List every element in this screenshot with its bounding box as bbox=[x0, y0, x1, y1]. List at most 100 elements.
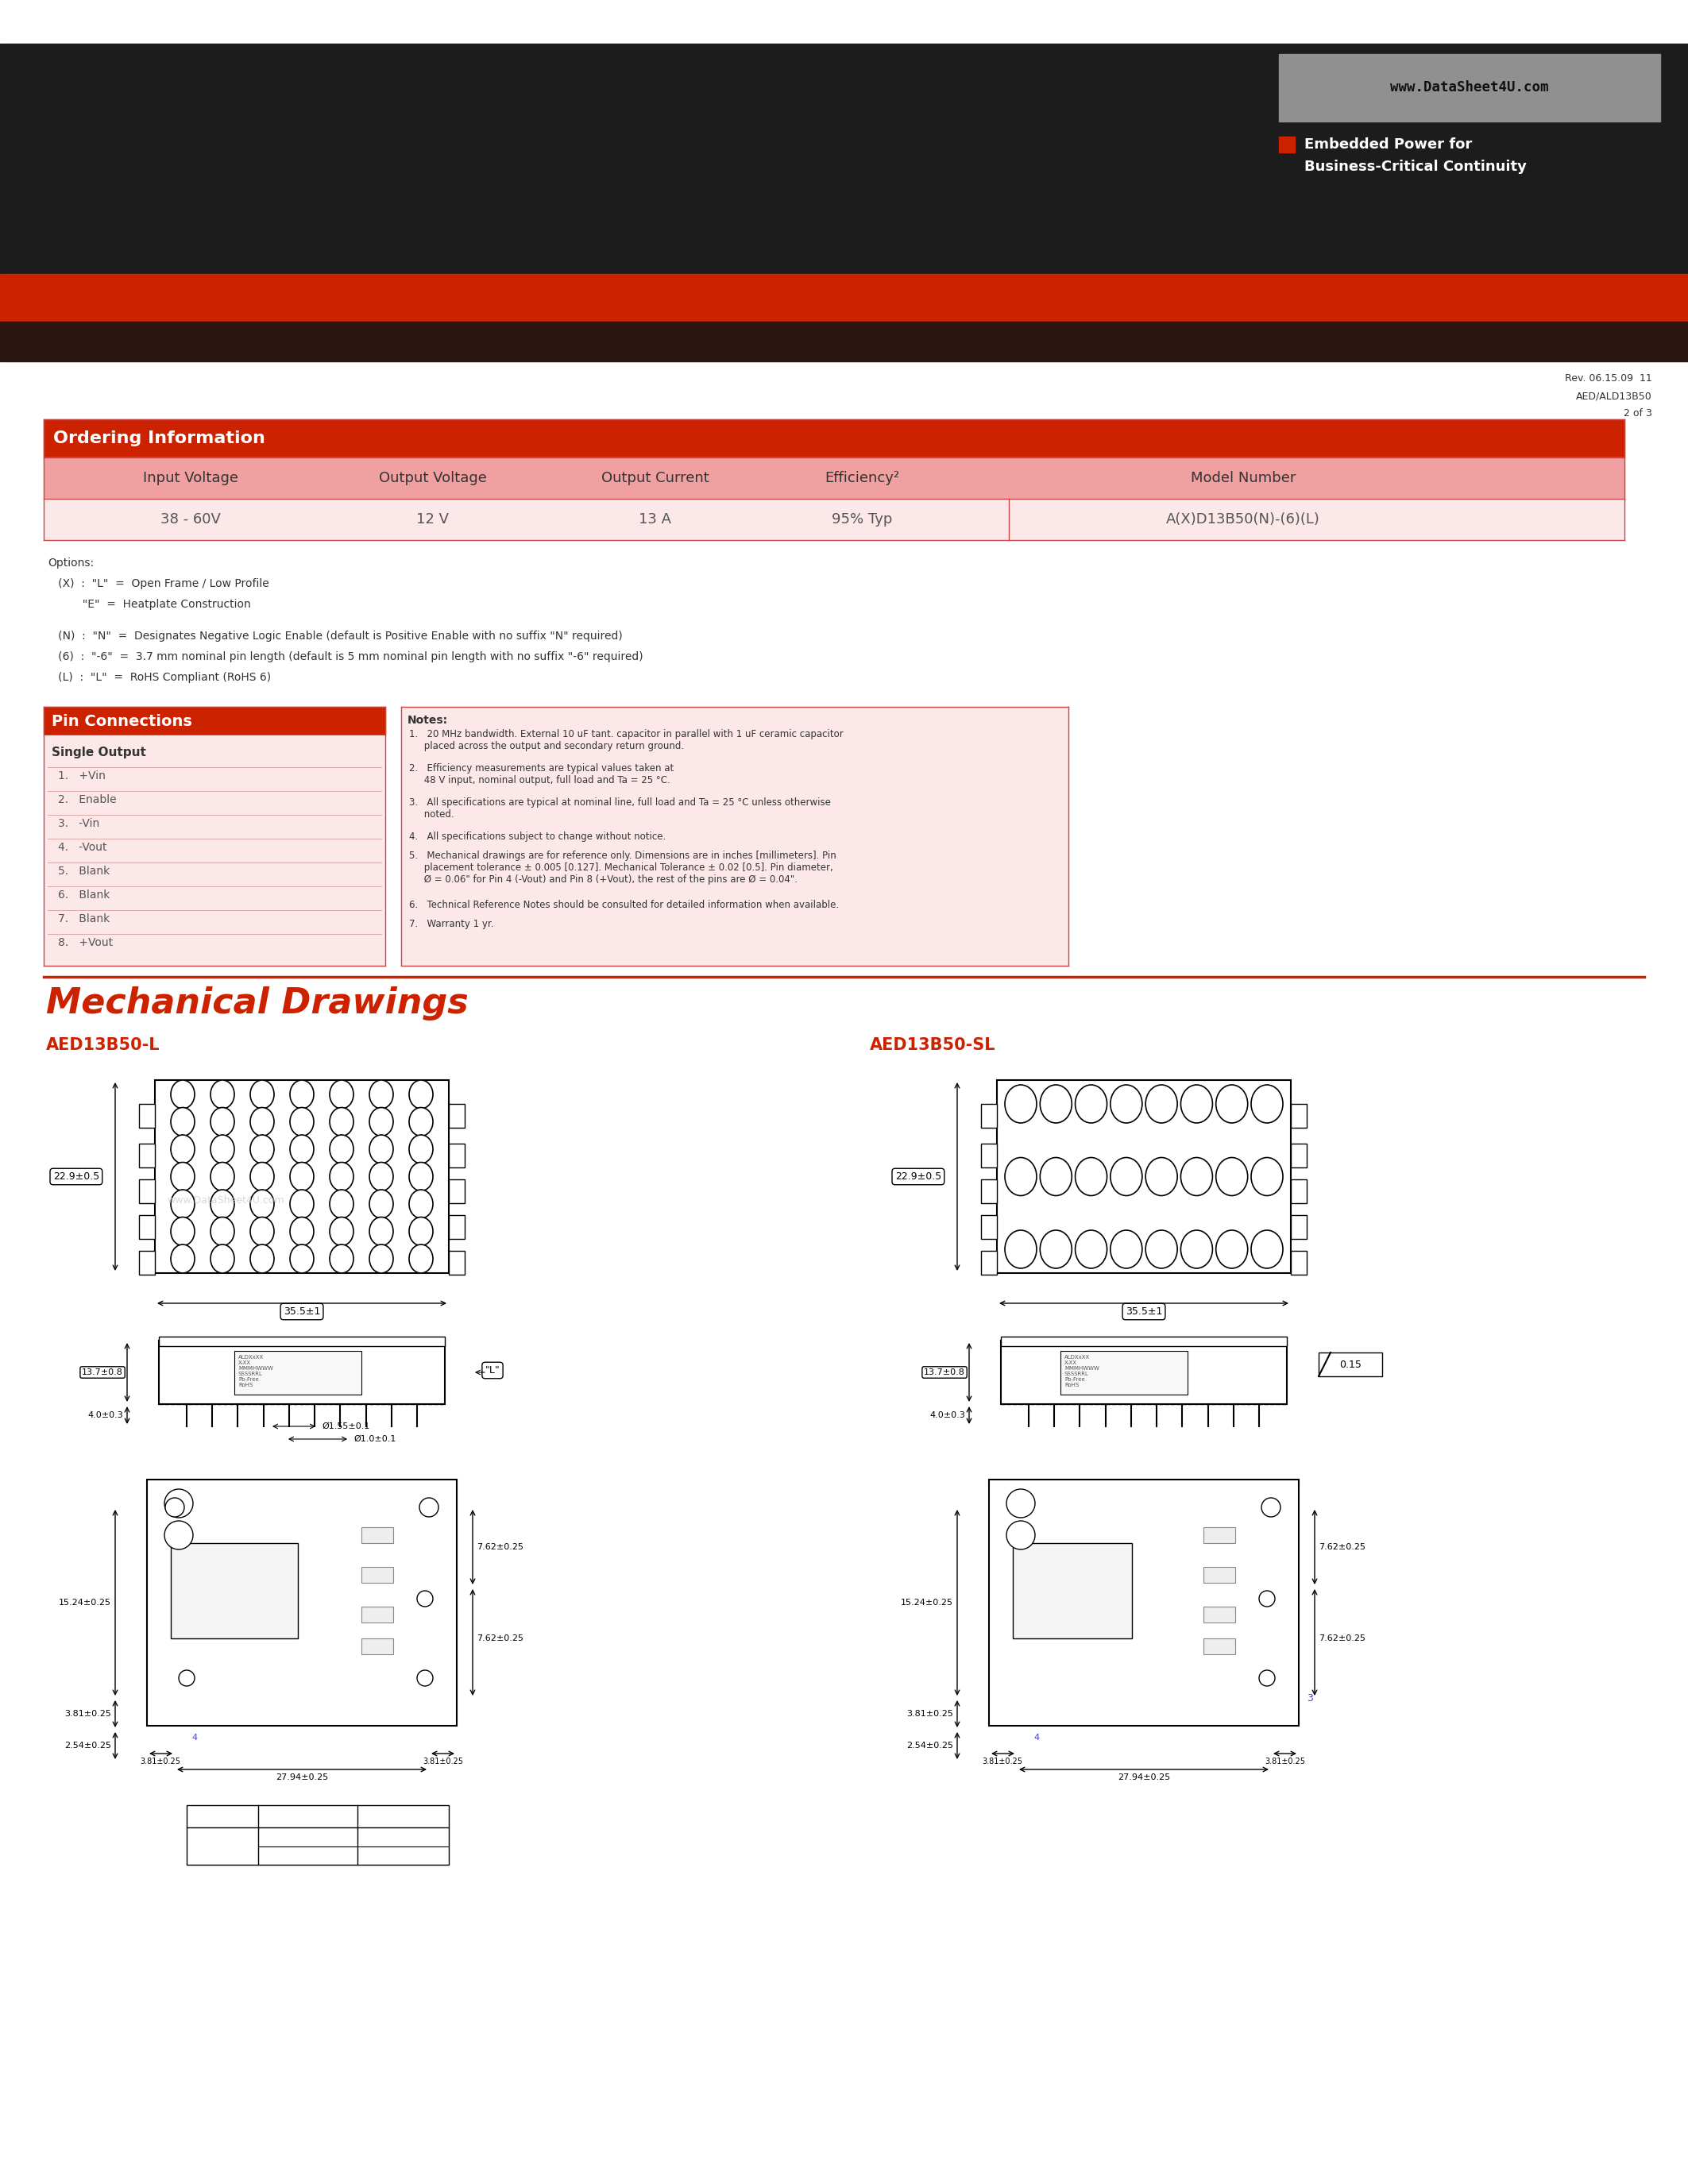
Bar bbox=[1204, 1638, 1236, 1653]
Text: AED13B50-SL: AED13B50-SL bbox=[869, 1037, 996, 1053]
Ellipse shape bbox=[329, 1136, 353, 1164]
Ellipse shape bbox=[290, 1107, 314, 1136]
Ellipse shape bbox=[1040, 1085, 1072, 1123]
Bar bbox=[361, 1527, 393, 1544]
Text: -L  N-L: -L N-L bbox=[294, 1832, 322, 1841]
Bar bbox=[138, 1103, 155, 1127]
Text: Output Current: Output Current bbox=[601, 472, 709, 485]
Bar bbox=[1001, 1337, 1286, 1345]
Ellipse shape bbox=[250, 1107, 273, 1136]
Ellipse shape bbox=[408, 1245, 432, 1273]
Ellipse shape bbox=[211, 1136, 235, 1164]
Bar bbox=[187, 1806, 449, 1865]
Bar bbox=[449, 1251, 464, 1275]
Ellipse shape bbox=[1251, 1230, 1283, 1269]
Circle shape bbox=[1259, 1590, 1274, 1607]
Text: 3: 3 bbox=[1283, 1673, 1288, 1679]
Bar bbox=[1204, 1566, 1236, 1583]
Text: (6)  :  "-6"  =  3.7 mm nominal pin length (default is 5 mm nominal pin length w: (6) : "-6" = 3.7 mm nominal pin length (… bbox=[47, 651, 643, 662]
Text: 27.94±0.25: 27.94±0.25 bbox=[275, 1773, 327, 1782]
Ellipse shape bbox=[370, 1245, 393, 1273]
Bar bbox=[1013, 1544, 1133, 1638]
Bar bbox=[981, 1214, 998, 1238]
Text: 5.   Mechanical drawings are for reference only. Dimensions are in inches [milli: 5. Mechanical drawings are for reference… bbox=[408, 850, 836, 885]
Text: 13.7±0.8: 13.7±0.8 bbox=[83, 1369, 123, 1376]
Text: 27.94±0.25: 27.94±0.25 bbox=[1117, 1773, 1170, 1782]
Text: Model Number: Model Number bbox=[1190, 472, 1296, 485]
Bar bbox=[402, 708, 1069, 965]
Ellipse shape bbox=[211, 1107, 235, 1136]
Bar bbox=[1291, 1144, 1307, 1168]
Text: A(X)D13B50(N)-(6)(L): A(X)D13B50(N)-(6)(L) bbox=[1166, 513, 1320, 526]
Bar bbox=[159, 1341, 446, 1404]
Ellipse shape bbox=[170, 1245, 194, 1273]
Text: 3.81±0.25: 3.81±0.25 bbox=[1264, 1758, 1305, 1765]
Bar bbox=[44, 736, 385, 965]
Ellipse shape bbox=[1075, 1085, 1107, 1123]
Ellipse shape bbox=[1146, 1230, 1177, 1269]
Ellipse shape bbox=[408, 1190, 432, 1219]
Text: 13.7±0.8: 13.7±0.8 bbox=[923, 1369, 966, 1376]
Ellipse shape bbox=[370, 1162, 393, 1190]
Text: 38 - 60V: 38 - 60V bbox=[160, 513, 221, 526]
Text: 6.   Technical Reference Notes should be consulted for detailed information when: 6. Technical Reference Notes should be c… bbox=[408, 900, 839, 911]
Ellipse shape bbox=[170, 1190, 194, 1219]
Text: 13 A: 13 A bbox=[640, 513, 672, 526]
Circle shape bbox=[417, 1590, 432, 1607]
Text: 6.   Blank: 6. Blank bbox=[57, 889, 110, 900]
Text: (N)  :  "N"  =  Designates Negative Logic Enable (default is Positive Enable wit: (N) : "N" = Designates Negative Logic En… bbox=[47, 631, 623, 642]
Ellipse shape bbox=[250, 1245, 273, 1273]
Ellipse shape bbox=[1251, 1085, 1283, 1123]
Ellipse shape bbox=[408, 1216, 432, 1245]
Text: ALDXxXX
X-XX
MMMHWWW
SSSSRRL
Pb-Free
RoHS: ALDXxXX X-XX MMMHWWW SSSSRRL Pb-Free RoH… bbox=[1065, 1354, 1099, 1387]
Text: 2 of 3: 2 of 3 bbox=[1624, 408, 1653, 419]
Ellipse shape bbox=[408, 1136, 432, 1164]
Ellipse shape bbox=[211, 1216, 235, 1245]
Circle shape bbox=[1006, 1520, 1035, 1548]
Text: 0.15: 0.15 bbox=[1339, 1358, 1362, 1369]
Bar bbox=[361, 1566, 393, 1583]
Bar bbox=[0, 44, 1688, 273]
Text: 7.62±0.25: 7.62±0.25 bbox=[476, 1544, 523, 1551]
Ellipse shape bbox=[1146, 1158, 1177, 1195]
Ellipse shape bbox=[290, 1216, 314, 1245]
Text: 3.81±0.25: 3.81±0.25 bbox=[906, 1710, 954, 1719]
Text: 8: 8 bbox=[1006, 1485, 1013, 1496]
Bar bbox=[235, 1352, 361, 1396]
Circle shape bbox=[1259, 1671, 1274, 1686]
Bar bbox=[44, 498, 1624, 539]
Bar bbox=[44, 456, 1624, 498]
Circle shape bbox=[164, 1520, 192, 1548]
Text: -6L  N-6L: -6L N-6L bbox=[289, 1852, 327, 1859]
Ellipse shape bbox=[1004, 1085, 1036, 1123]
Bar bbox=[449, 1144, 464, 1168]
Bar bbox=[981, 1251, 998, 1275]
Ellipse shape bbox=[370, 1190, 393, 1219]
Ellipse shape bbox=[250, 1162, 273, 1190]
Ellipse shape bbox=[290, 1162, 314, 1190]
Text: 4: 4 bbox=[192, 1734, 197, 1741]
Text: Efficiency²: Efficiency² bbox=[824, 472, 900, 485]
Text: (5.0+0.5): (5.0+0.5) bbox=[381, 1832, 424, 1841]
Bar bbox=[449, 1103, 464, 1127]
Bar bbox=[170, 1544, 297, 1638]
Circle shape bbox=[1006, 1489, 1035, 1518]
Circle shape bbox=[165, 1498, 184, 1518]
Ellipse shape bbox=[370, 1107, 393, 1136]
Text: 4.0±0.3: 4.0±0.3 bbox=[88, 1411, 123, 1420]
Text: Pin Connections: Pin Connections bbox=[52, 714, 192, 729]
Ellipse shape bbox=[329, 1216, 353, 1245]
Circle shape bbox=[419, 1498, 439, 1518]
Bar bbox=[44, 708, 385, 736]
Text: 4.   All specifications subject to change without notice.: 4. All specifications subject to change … bbox=[408, 832, 665, 841]
Bar bbox=[1291, 1251, 1307, 1275]
Ellipse shape bbox=[250, 1081, 273, 1109]
Text: AED/ALD13B50: AED/ALD13B50 bbox=[1577, 391, 1653, 402]
Text: 1.   +Vin: 1. +Vin bbox=[57, 771, 106, 782]
Text: 15.24±0.25: 15.24±0.25 bbox=[901, 1599, 954, 1607]
Ellipse shape bbox=[1251, 1158, 1283, 1195]
Ellipse shape bbox=[250, 1190, 273, 1219]
Text: www.DataSheet4U.com: www.DataSheet4U.com bbox=[1391, 81, 1550, 94]
Text: Notes:: Notes: bbox=[407, 714, 447, 725]
Text: 2.   Enable: 2. Enable bbox=[57, 795, 116, 806]
